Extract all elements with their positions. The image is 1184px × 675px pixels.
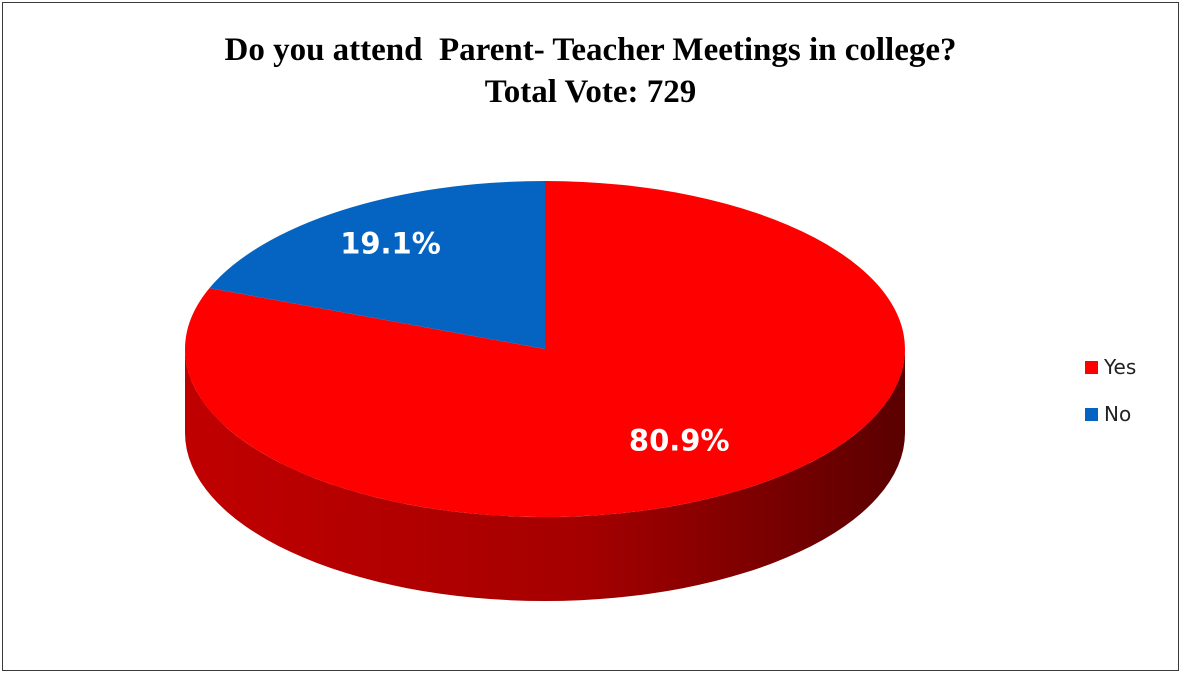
pie-side-yes bbox=[185, 349, 905, 601]
legend-swatch-no bbox=[1085, 407, 1098, 421]
chart-title-line-2: Total Vote: 729 bbox=[484, 74, 697, 110]
chart-title: Do you attend Parent- Teacher Meetings i… bbox=[3, 29, 1178, 113]
legend: Yes No bbox=[1085, 355, 1136, 449]
legend-label-no: No bbox=[1104, 402, 1132, 426]
legend-item-no: No bbox=[1085, 402, 1136, 426]
pie-slice-no bbox=[209, 181, 545, 349]
data-label-no: 19.1% bbox=[340, 227, 441, 261]
pie-slice-yes bbox=[184, 181, 905, 517]
legend-label-yes: Yes bbox=[1104, 355, 1137, 379]
chart-title-line-1: Do you attend Parent- Teacher Meetings i… bbox=[224, 32, 957, 68]
data-label-yes: 80.9% bbox=[629, 424, 730, 458]
legend-swatch-yes bbox=[1085, 360, 1098, 374]
legend-item-yes: Yes bbox=[1085, 355, 1136, 379]
